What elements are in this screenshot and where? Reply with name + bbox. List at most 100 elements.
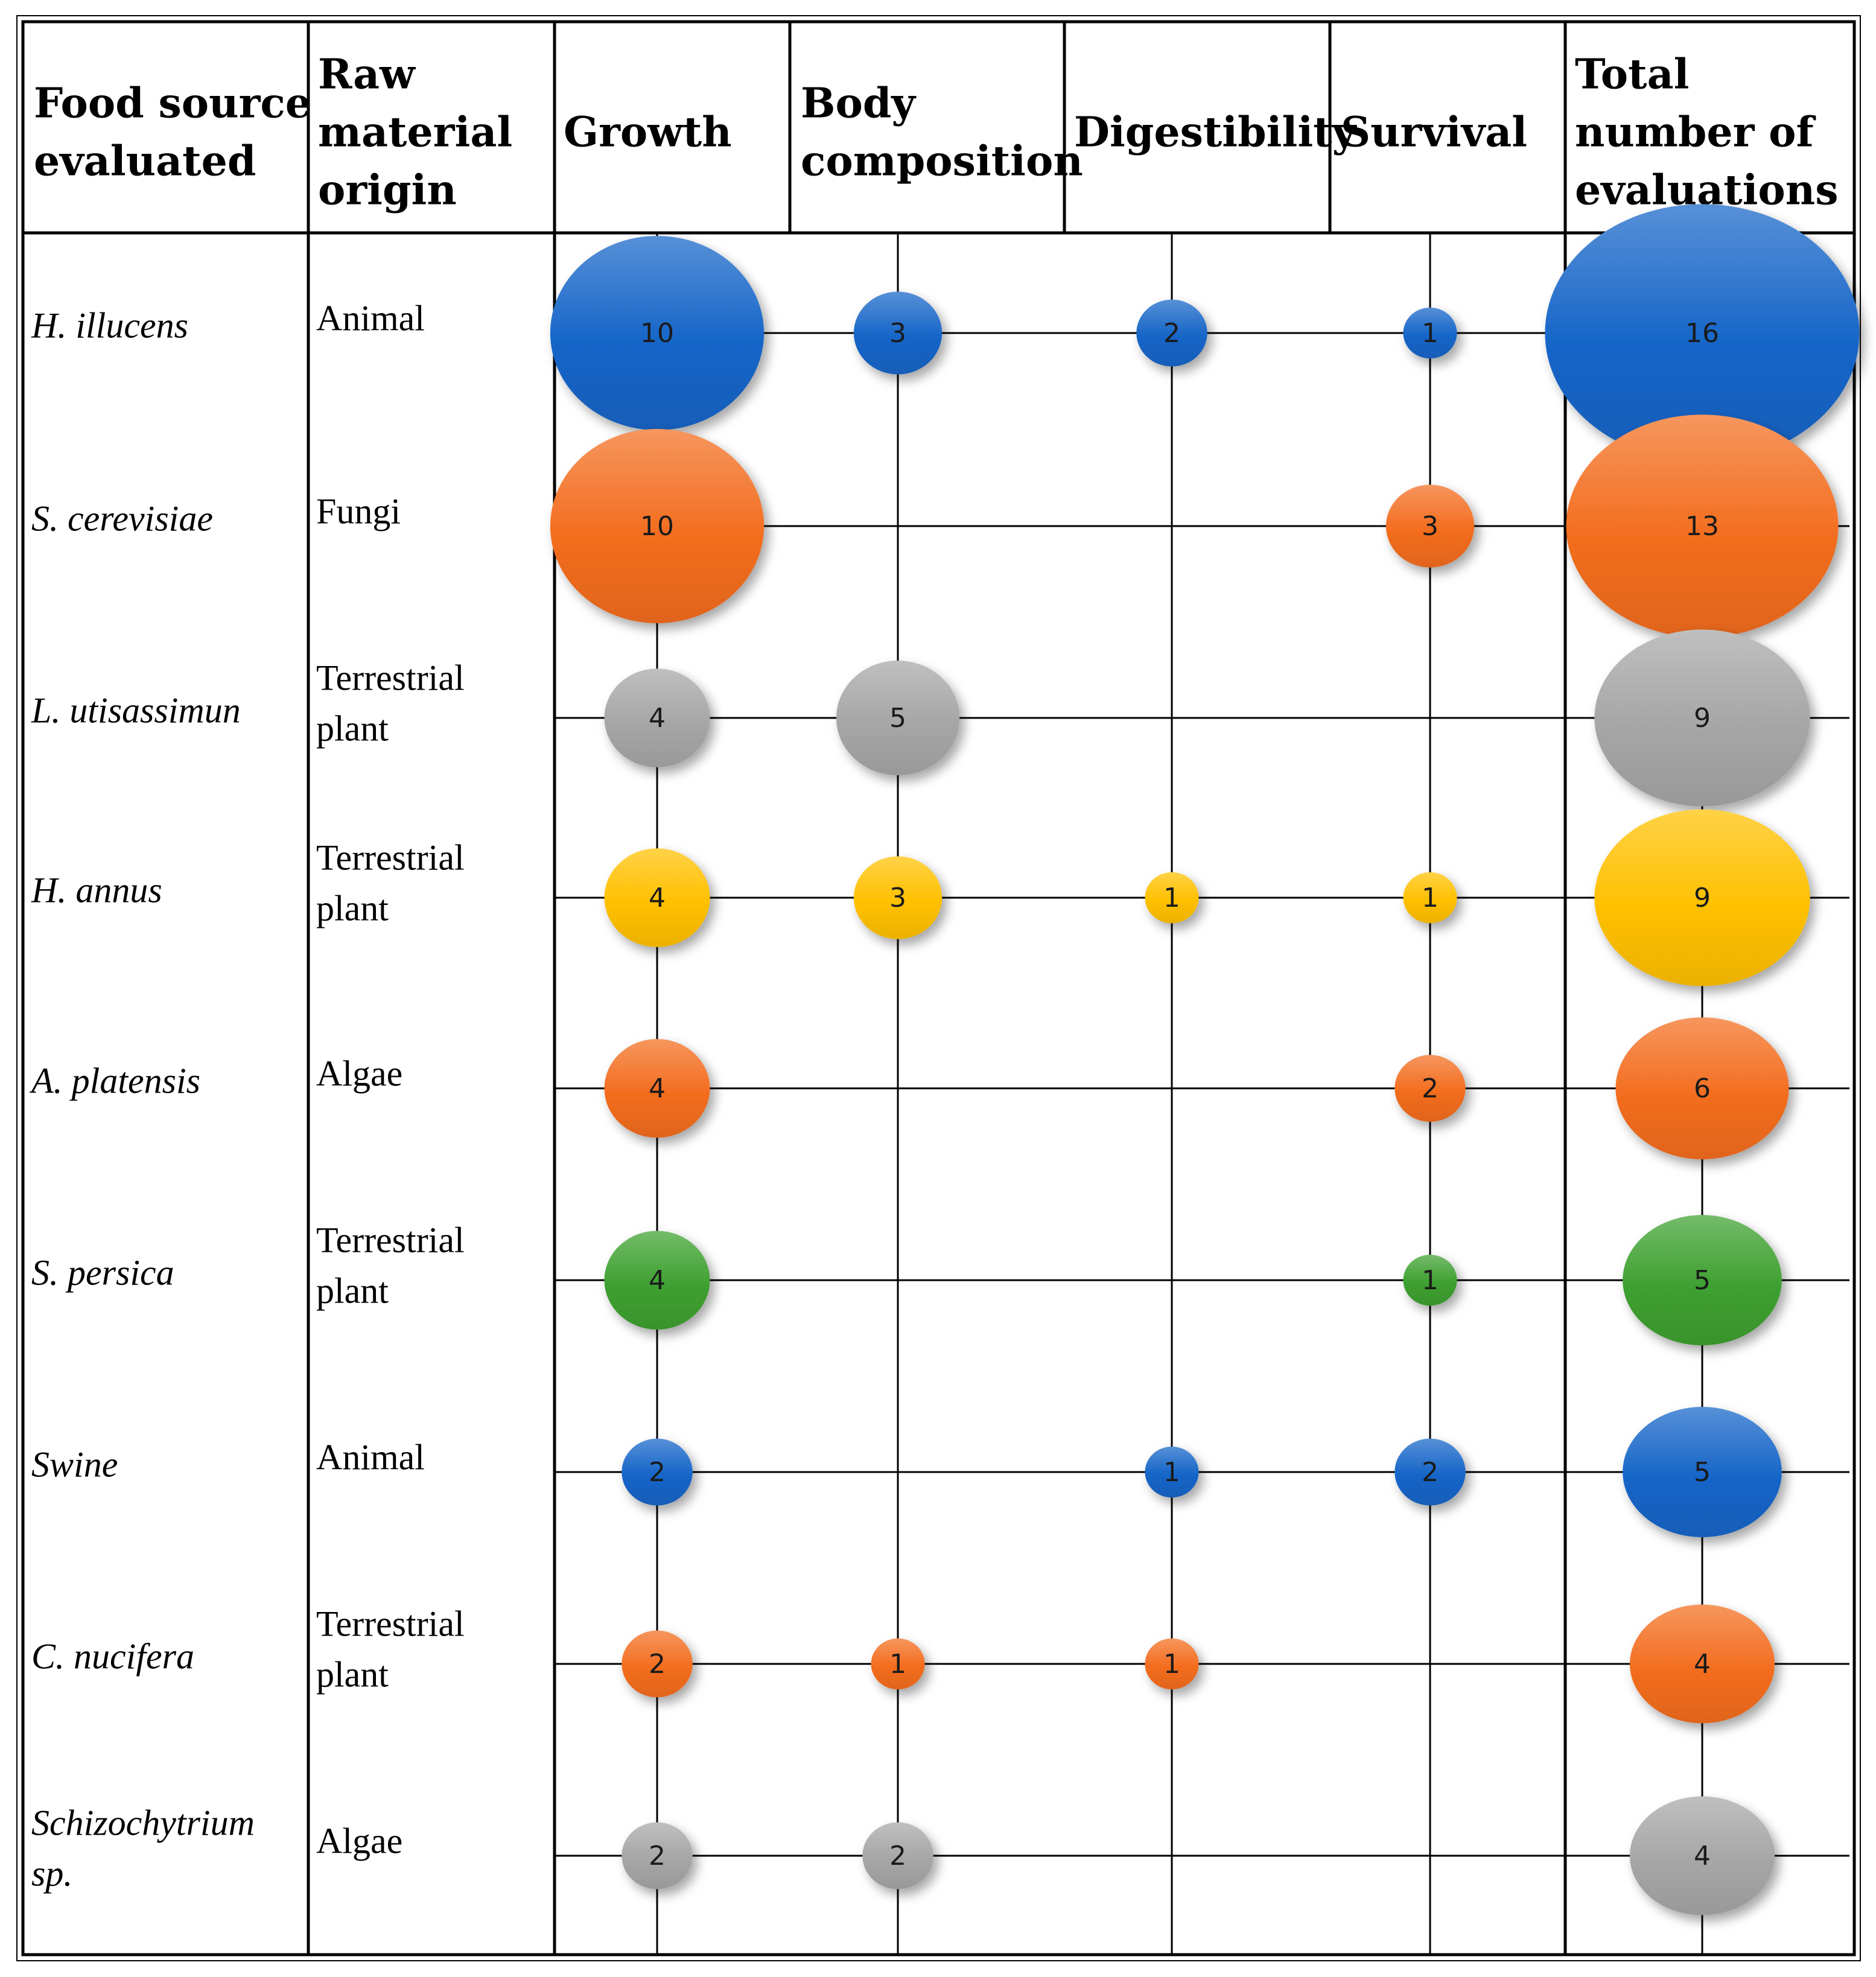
bubble-growth bbox=[604, 848, 710, 947]
table-border bbox=[21, 20, 1856, 1956]
bubble-value-label: 4 bbox=[649, 883, 666, 913]
bubble-value-label: 2 bbox=[889, 1841, 906, 1871]
header-food-source-line: evaluated bbox=[34, 138, 256, 186]
bubble-value-label: 6 bbox=[1694, 1073, 1711, 1104]
row-label-food-source-line: C. nucifera bbox=[31, 1637, 194, 1677]
row-label-origin-line: Algae bbox=[316, 1821, 402, 1861]
row-label-food-source: Schizochytrium sp. bbox=[31, 1803, 255, 1894]
bubble-value-label: 10 bbox=[640, 318, 674, 349]
row-label-origin: Fungi bbox=[316, 492, 401, 532]
row-label-origin-line: Animal bbox=[316, 1438, 425, 1477]
row-label-origin: Animal bbox=[316, 1438, 425, 1477]
row-label-food-source-line: Schizochytrium bbox=[31, 1803, 255, 1843]
row-label-food-source-line: sp. bbox=[31, 1854, 72, 1894]
bubble-growth bbox=[604, 668, 710, 767]
bubble-survival bbox=[1394, 1438, 1466, 1506]
bubble-value-label: 1 bbox=[1422, 318, 1439, 349]
bubble-survival bbox=[1403, 872, 1457, 924]
row-label-origin: Algae bbox=[316, 1821, 402, 1861]
bubble-value-label: 2 bbox=[1163, 318, 1180, 349]
row-label-food-source: H. annus bbox=[31, 871, 162, 910]
bubble-value-label: 9 bbox=[1694, 883, 1711, 913]
bubble-value-label: 4 bbox=[649, 1265, 666, 1296]
row-label-food-source-line: H. illucens bbox=[31, 306, 188, 346]
header-digestibility-line: Digestibility bbox=[1074, 109, 1358, 157]
bubble-survival bbox=[1394, 1055, 1466, 1122]
row-label-food-source: A. platensis bbox=[29, 1061, 200, 1101]
bubble-value-label: 4 bbox=[649, 1073, 666, 1104]
header-body-composition-line: Body bbox=[801, 80, 917, 128]
bubble-digestibility bbox=[1145, 1446, 1199, 1498]
row-label-origin: Algae bbox=[316, 1054, 402, 1094]
bubble-value-label: 9 bbox=[1694, 703, 1711, 734]
bubble-growth bbox=[604, 1231, 710, 1330]
bubble-total bbox=[1630, 1604, 1775, 1724]
row-label-origin-line: Terrestrial bbox=[316, 1220, 465, 1260]
bubbles: 10 3 2 1 16 10 3 13 4 5 9 4 3 1 1 9 4 2 6 4 1 5 2 1 2 5 2 1 1 4 2 2 4 bbox=[550, 204, 1860, 1915]
row-label-food-source: S. persica bbox=[31, 1253, 174, 1293]
row-label-food-source-line: S. cerevisiae bbox=[31, 499, 213, 539]
bubble-value-label: 1 bbox=[1163, 1649, 1180, 1680]
row-label-origin-line: Fungi bbox=[316, 492, 401, 532]
bubble-growth bbox=[550, 236, 765, 430]
bubble-value-label: 2 bbox=[649, 1649, 666, 1680]
bubble-value-label: 2 bbox=[1422, 1073, 1439, 1104]
bubble-value-label: 1 bbox=[1163, 883, 1180, 913]
row-label-origin-line: plant bbox=[316, 1271, 389, 1311]
bubble-total bbox=[1545, 204, 1860, 462]
row-label-origin-line: plant bbox=[316, 1655, 389, 1695]
header-survival: Survival bbox=[1341, 109, 1527, 157]
row-label-food-source: C. nucifera bbox=[31, 1637, 194, 1677]
row-label-origin-line: Algae bbox=[316, 1054, 402, 1094]
bubble-value-label: 5 bbox=[889, 703, 906, 734]
bubble-value-label: 5 bbox=[1694, 1265, 1711, 1296]
row-labels: H. illucens Animal S. cerevisiae Fungi L. ut… bbox=[29, 299, 465, 1894]
header-body-composition: Body composition bbox=[801, 80, 1083, 186]
bubble-growth bbox=[622, 1630, 693, 1698]
header-growth-line: Growth bbox=[564, 109, 732, 157]
row-label-origin: Terrestrial plant bbox=[316, 658, 465, 749]
bubble-value-label: 3 bbox=[889, 318, 906, 349]
row-label-origin-line: Terrestrial bbox=[316, 838, 465, 878]
row-label-origin-line: Terrestrial bbox=[316, 658, 465, 698]
bubble-digestibility bbox=[1136, 299, 1207, 367]
row-label-origin: Terrestrial plant bbox=[316, 838, 465, 928]
header-raw-material-origin-line: origin bbox=[318, 167, 457, 215]
bubble-body-composition bbox=[862, 1822, 933, 1890]
row-label-food-source: L. utisassimun bbox=[31, 691, 241, 731]
bubble-growth bbox=[622, 1438, 693, 1506]
bubble-value-label: 5 bbox=[1694, 1457, 1711, 1488]
bubble-total bbox=[1615, 1017, 1789, 1160]
bubble-total bbox=[1623, 1407, 1782, 1537]
bubble-body-composition bbox=[853, 856, 943, 939]
row-label-origin-line: plant bbox=[316, 709, 389, 749]
bubble-value-label: 2 bbox=[649, 1841, 666, 1871]
header-food-source: Food source evaluated bbox=[34, 80, 311, 186]
table-header: Food source evaluated Raw material origin Gro… bbox=[34, 51, 1839, 215]
header-total-evaluations-line: number of bbox=[1575, 109, 1816, 157]
bubble-body-composition bbox=[871, 1638, 925, 1690]
row-label-origin-line: plant bbox=[316, 889, 389, 928]
bubble-value-label: 4 bbox=[649, 703, 666, 734]
header-total-evaluations-line: Total bbox=[1575, 51, 1689, 99]
bubble-survival bbox=[1403, 307, 1457, 359]
row-label-food-source-line: S. persica bbox=[31, 1253, 174, 1293]
bubble-survival bbox=[1403, 1254, 1457, 1306]
header-growth: Growth bbox=[564, 109, 732, 157]
header-digestibility: Digestibility bbox=[1074, 109, 1358, 157]
bubble-digestibility bbox=[1145, 872, 1199, 924]
header-raw-material-origin-line: Raw bbox=[318, 51, 416, 99]
table-outer-border bbox=[16, 15, 1861, 1961]
bubble-growth bbox=[604, 1039, 710, 1138]
bubble-value-label: 2 bbox=[649, 1457, 666, 1488]
bubble-body-composition bbox=[836, 661, 960, 775]
bubble-value-label: 1 bbox=[1163, 1457, 1180, 1488]
bubble-total bbox=[1623, 1215, 1782, 1345]
bubble-value-label: 13 bbox=[1685, 511, 1719, 542]
header-survival-line: Survival bbox=[1341, 109, 1527, 157]
bubble-body-composition bbox=[853, 291, 943, 375]
bubble-total bbox=[1594, 629, 1810, 807]
bubble-total bbox=[1594, 809, 1810, 986]
row-label-food-source: Swine bbox=[31, 1445, 118, 1485]
bubble-survival bbox=[1385, 484, 1475, 568]
